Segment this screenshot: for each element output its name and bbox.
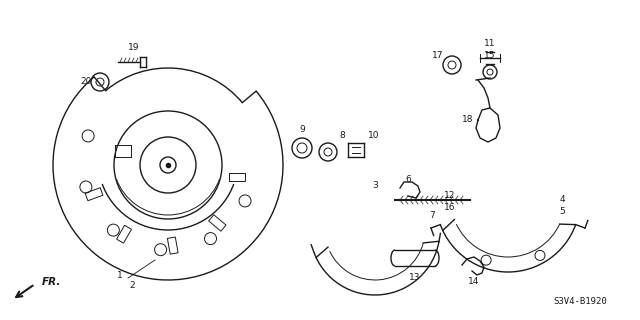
- Text: 12: 12: [444, 190, 456, 199]
- Text: 2: 2: [129, 281, 135, 290]
- Text: 13: 13: [409, 274, 420, 283]
- Bar: [85, 188, 103, 201]
- Text: S3V4-B1920: S3V4-B1920: [553, 298, 607, 307]
- Text: 6: 6: [405, 175, 411, 185]
- Text: 8: 8: [339, 131, 345, 140]
- Text: 1: 1: [117, 270, 123, 279]
- Text: 3: 3: [372, 180, 378, 189]
- Text: 11: 11: [484, 39, 496, 49]
- Text: 5: 5: [559, 207, 565, 217]
- Text: 18: 18: [462, 116, 474, 124]
- Text: 4: 4: [559, 196, 565, 204]
- Text: 7: 7: [429, 211, 435, 220]
- Text: 20: 20: [80, 77, 92, 86]
- Text: 14: 14: [468, 277, 480, 286]
- Text: 17: 17: [432, 51, 444, 60]
- Bar: [209, 215, 226, 231]
- Text: 19: 19: [128, 44, 140, 52]
- Bar: [116, 225, 131, 243]
- Text: 16: 16: [444, 204, 456, 212]
- Text: 9: 9: [299, 125, 305, 134]
- Text: 10: 10: [368, 131, 380, 140]
- Bar: [229, 173, 245, 181]
- Bar: [168, 237, 178, 254]
- Text: FR.: FR.: [42, 277, 61, 287]
- Text: 15: 15: [484, 52, 496, 60]
